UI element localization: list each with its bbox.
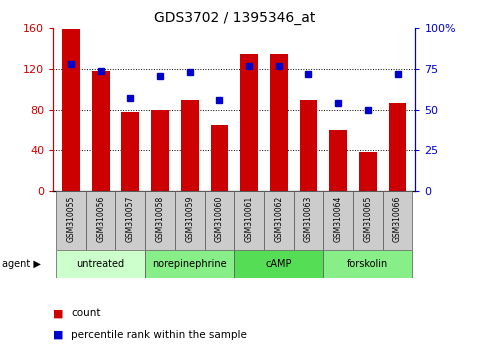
Bar xyxy=(299,99,317,191)
Text: GSM310065: GSM310065 xyxy=(363,196,372,242)
Text: untreated: untreated xyxy=(77,259,125,269)
Title: GDS3702 / 1395346_at: GDS3702 / 1395346_at xyxy=(154,11,315,24)
Bar xyxy=(115,191,145,250)
Bar xyxy=(62,29,80,191)
Bar xyxy=(264,191,294,250)
Bar xyxy=(359,153,377,191)
Bar xyxy=(145,191,175,250)
Text: GSM310064: GSM310064 xyxy=(334,196,342,242)
Bar xyxy=(151,110,169,191)
Bar xyxy=(353,191,383,250)
Text: percentile rank within the sample: percentile rank within the sample xyxy=(71,330,247,339)
Bar xyxy=(329,130,347,191)
Bar xyxy=(145,250,234,278)
Bar xyxy=(181,99,199,191)
Text: ■: ■ xyxy=(53,308,64,318)
Bar xyxy=(56,191,86,250)
Bar xyxy=(205,191,234,250)
Text: GSM310058: GSM310058 xyxy=(156,196,165,242)
Text: GSM310060: GSM310060 xyxy=(215,196,224,242)
Bar xyxy=(121,112,139,191)
Bar xyxy=(240,54,258,191)
Text: GSM310057: GSM310057 xyxy=(126,196,135,242)
Text: GSM310056: GSM310056 xyxy=(96,196,105,242)
Text: GSM310059: GSM310059 xyxy=(185,196,194,242)
Text: GSM310062: GSM310062 xyxy=(274,196,284,242)
Bar xyxy=(234,250,323,278)
Bar xyxy=(92,71,110,191)
Bar xyxy=(323,250,412,278)
Bar xyxy=(56,250,145,278)
Text: ■: ■ xyxy=(53,330,64,339)
Text: agent ▶: agent ▶ xyxy=(2,259,41,269)
Text: forskolin: forskolin xyxy=(347,259,388,269)
Bar xyxy=(294,191,323,250)
Bar xyxy=(323,191,353,250)
Bar xyxy=(234,191,264,250)
Text: GSM310055: GSM310055 xyxy=(67,196,75,242)
Bar xyxy=(389,103,407,191)
Text: GSM310063: GSM310063 xyxy=(304,196,313,242)
Text: GSM310061: GSM310061 xyxy=(244,196,254,242)
Bar xyxy=(175,191,205,250)
Bar xyxy=(383,191,412,250)
Bar xyxy=(270,54,288,191)
Text: cAMP: cAMP xyxy=(266,259,292,269)
Text: count: count xyxy=(71,308,101,318)
Bar xyxy=(86,191,115,250)
Text: norepinephrine: norepinephrine xyxy=(153,259,227,269)
Bar xyxy=(211,125,228,191)
Text: GSM310066: GSM310066 xyxy=(393,196,402,242)
